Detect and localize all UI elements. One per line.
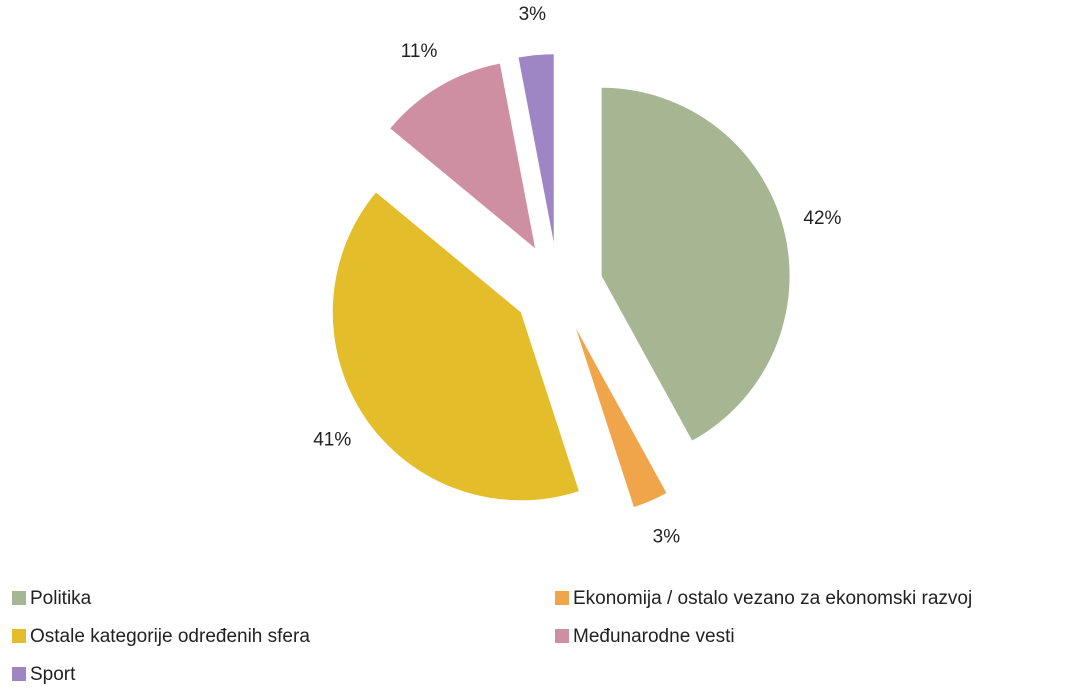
legend-swatch xyxy=(12,591,26,605)
pie-slice xyxy=(601,87,790,441)
legend-label: Politika xyxy=(30,588,92,609)
legend-label: Ekonomija / ostalo vezano za ekonomski r… xyxy=(573,588,972,609)
pie-slice xyxy=(575,328,667,508)
data-label: 41% xyxy=(313,429,351,450)
legend-swatch xyxy=(12,667,26,681)
legend-swatch xyxy=(555,629,569,643)
data-label: 11% xyxy=(401,41,438,62)
legend-swatch xyxy=(12,629,26,643)
data-label: 3% xyxy=(653,527,681,548)
data-label: 3% xyxy=(519,4,547,25)
legend-label: Ostale kategorije određenih sfera xyxy=(30,626,310,647)
legend-label: Međunarodne vesti xyxy=(573,626,735,647)
legend-label: Sport xyxy=(30,664,76,685)
data-label: 42% xyxy=(803,208,841,229)
legend-swatch xyxy=(555,591,569,605)
pie-slice xyxy=(390,63,536,249)
pie-slice xyxy=(332,192,579,501)
pie-slice xyxy=(518,54,554,243)
